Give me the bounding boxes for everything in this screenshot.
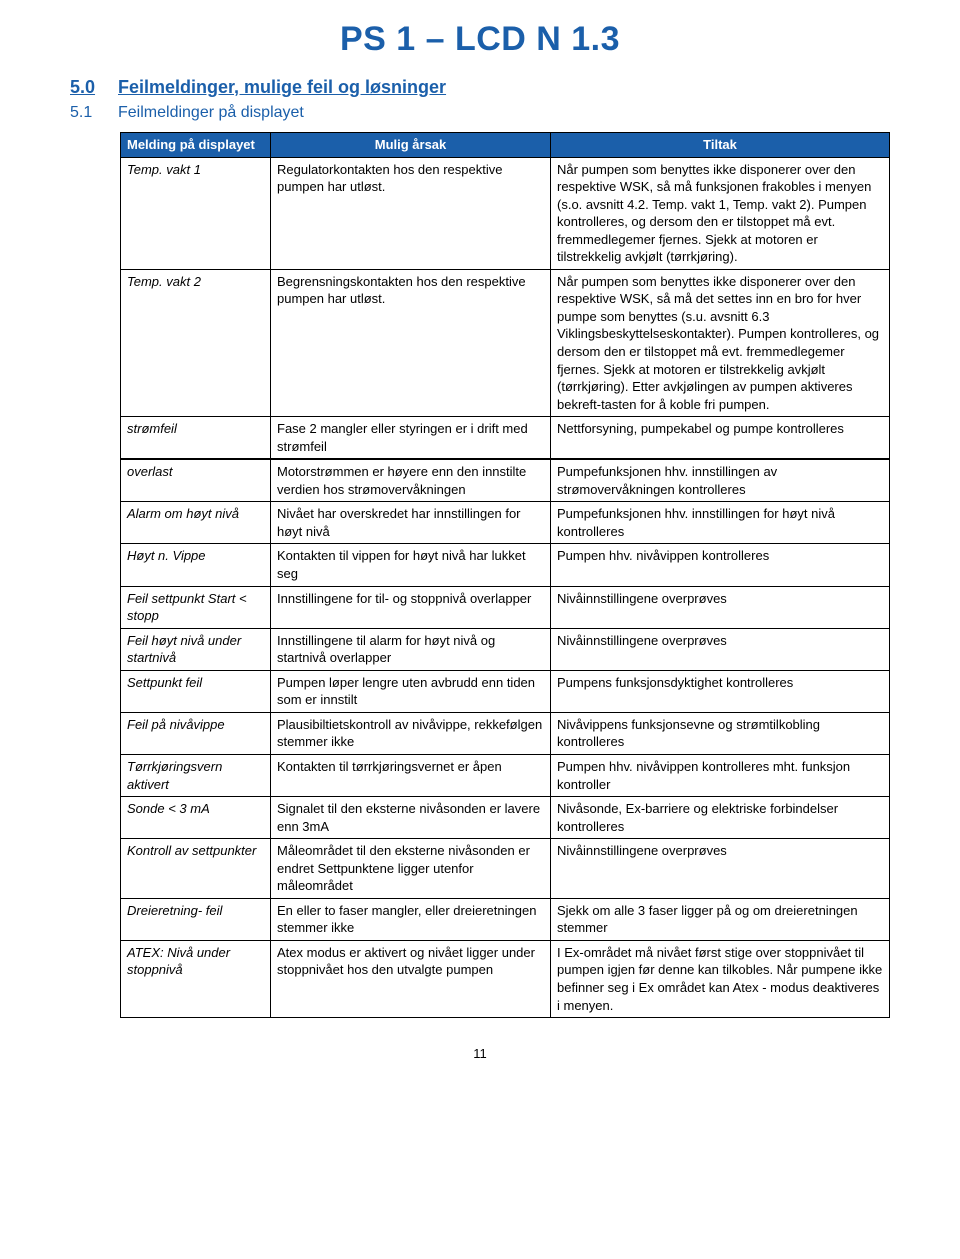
cell-arsak: En eller to faser mangler, eller dreiere…: [271, 898, 551, 940]
table-row: Feil høyt nivå under startnivåInnstillin…: [121, 628, 890, 670]
cell-tiltak: Nivåsonde, Ex-barriere og elektriske for…: [551, 797, 890, 839]
cell-melding: Dreieretning- feil: [121, 898, 271, 940]
document-title: PS 1 – LCD N 1.3: [50, 20, 910, 59]
page-number: 11: [50, 1046, 910, 1061]
col-header-arsak: Mulig årsak: [271, 133, 551, 158]
table-row: overlastMotorstrømmen er høyere enn den …: [121, 459, 890, 502]
subsection-heading: 5.1 Feilmeldinger på displayet: [70, 104, 910, 122]
cell-arsak: Måleområdet til den eksterne nivåsonden …: [271, 839, 551, 899]
table-row: Temp. vakt 2Begrensningskontakten hos de…: [121, 269, 890, 416]
cell-melding: Feil settpunkt Start < stopp: [121, 586, 271, 628]
col-header-melding: Melding på displayet: [121, 133, 271, 158]
section-text: Feilmeldinger, mulige feil og løsninger: [118, 77, 446, 98]
section-heading: 5.0 Feilmeldinger, mulige feil og løsnin…: [70, 77, 910, 98]
cell-melding: Feil høyt nivå under startnivå: [121, 628, 271, 670]
cell-arsak: Pumpen løper lengre uten avbrudd enn tid…: [271, 670, 551, 712]
table-header-row: Melding på displayet Mulig årsak Tiltak: [121, 133, 890, 158]
cell-tiltak: Nivåinnstillingene overprøves: [551, 586, 890, 628]
cell-arsak: Innstillingene til alarm for høyt nivå o…: [271, 628, 551, 670]
cell-tiltak: Sjekk om alle 3 faser ligger på og om dr…: [551, 898, 890, 940]
cell-tiltak: Når pumpen som benyttes ikke disponerer …: [551, 269, 890, 416]
cell-arsak: Regulatorkontakten hos den respektive pu…: [271, 157, 551, 269]
table-row: Feil settpunkt Start < stoppInnstillinge…: [121, 586, 890, 628]
table-row: Temp. vakt 1Regulatorkontakten hos den r…: [121, 157, 890, 269]
cell-melding: Temp. vakt 1: [121, 157, 271, 269]
cell-melding: Kontroll av settpunkter: [121, 839, 271, 899]
cell-tiltak: Når pumpen som benyttes ikke disponerer …: [551, 157, 890, 269]
cell-tiltak: Nivåinnstillingene overprøves: [551, 839, 890, 899]
cell-arsak: Atex modus er aktivert og nivået ligger …: [271, 940, 551, 1017]
cell-melding: Feil på nivåvippe: [121, 712, 271, 754]
cell-melding: Tørrkjøringsvern aktivert: [121, 754, 271, 796]
cell-melding: ATEX: Nivå under stoppnivå: [121, 940, 271, 1017]
cell-arsak: Plausibiltietskontroll av nivåvippe, rek…: [271, 712, 551, 754]
section-number: 5.0: [70, 77, 118, 98]
cell-arsak: Begrensningskontakten hos den respektive…: [271, 269, 551, 416]
cell-tiltak: Nettforsyning, pumpekabel og pumpe kontr…: [551, 417, 890, 460]
error-table: Melding på displayet Mulig årsak Tiltak …: [120, 132, 890, 1018]
cell-arsak: Kontakten til tørrkjøringsvernet er åpen: [271, 754, 551, 796]
cell-tiltak: Nivåvippens funksjonsevne og strømtilkob…: [551, 712, 890, 754]
cell-arsak: Fase 2 mangler eller styringen er i drif…: [271, 417, 551, 460]
subsection-text: Feilmeldinger på displayet: [118, 104, 304, 122]
table-row: Settpunkt feilPumpen løper lengre uten a…: [121, 670, 890, 712]
cell-tiltak: I Ex-området må nivået først stige over …: [551, 940, 890, 1017]
table-row: ATEX: Nivå under stoppnivåAtex modus er …: [121, 940, 890, 1017]
cell-melding: Alarm om høyt nivå: [121, 502, 271, 544]
cell-melding: strømfeil: [121, 417, 271, 460]
cell-tiltak: Pumpefunksjonen hhv. innstillingen av st…: [551, 459, 890, 502]
cell-arsak: Innstillingene for til- og stoppnivå ove…: [271, 586, 551, 628]
subsection-number: 5.1: [70, 104, 118, 122]
cell-tiltak: Pumpens funksjonsdyktighet kontrolleres: [551, 670, 890, 712]
table-row: Høyt n. VippeKontakten til vippen for hø…: [121, 544, 890, 586]
cell-arsak: Signalet til den eksterne nivåsonden er …: [271, 797, 551, 839]
table-row: Sonde < 3 mASignalet til den eksterne ni…: [121, 797, 890, 839]
cell-melding: overlast: [121, 459, 271, 502]
cell-arsak: Kontakten til vippen for høyt nivå har l…: [271, 544, 551, 586]
col-header-tiltak: Tiltak: [551, 133, 890, 158]
cell-melding: Høyt n. Vippe: [121, 544, 271, 586]
cell-tiltak: Pumpen hhv. nivåvippen kontrolleres mht.…: [551, 754, 890, 796]
cell-melding: Settpunkt feil: [121, 670, 271, 712]
table-row: Feil på nivåvippePlausibiltietskontroll …: [121, 712, 890, 754]
cell-tiltak: Pumpen hhv. nivåvippen kontrolleres: [551, 544, 890, 586]
cell-tiltak: Pumpefunksjonen hhv. innstillingen for h…: [551, 502, 890, 544]
cell-arsak: Motorstrømmen er høyere enn den innstilt…: [271, 459, 551, 502]
cell-melding: Sonde < 3 mA: [121, 797, 271, 839]
table-row: Alarm om høyt nivåNivået har overskredet…: [121, 502, 890, 544]
table-row: Kontroll av settpunkterMåleområdet til d…: [121, 839, 890, 899]
cell-melding: Temp. vakt 2: [121, 269, 271, 416]
table-row: strømfeilFase 2 mangler eller styringen …: [121, 417, 890, 460]
table-row: Tørrkjøringsvern aktivertKontakten til t…: [121, 754, 890, 796]
cell-tiltak: Nivåinnstillingene overprøves: [551, 628, 890, 670]
table-row: Dreieretning- feilEn eller to faser mang…: [121, 898, 890, 940]
cell-arsak: Nivået har overskredet har innstillingen…: [271, 502, 551, 544]
